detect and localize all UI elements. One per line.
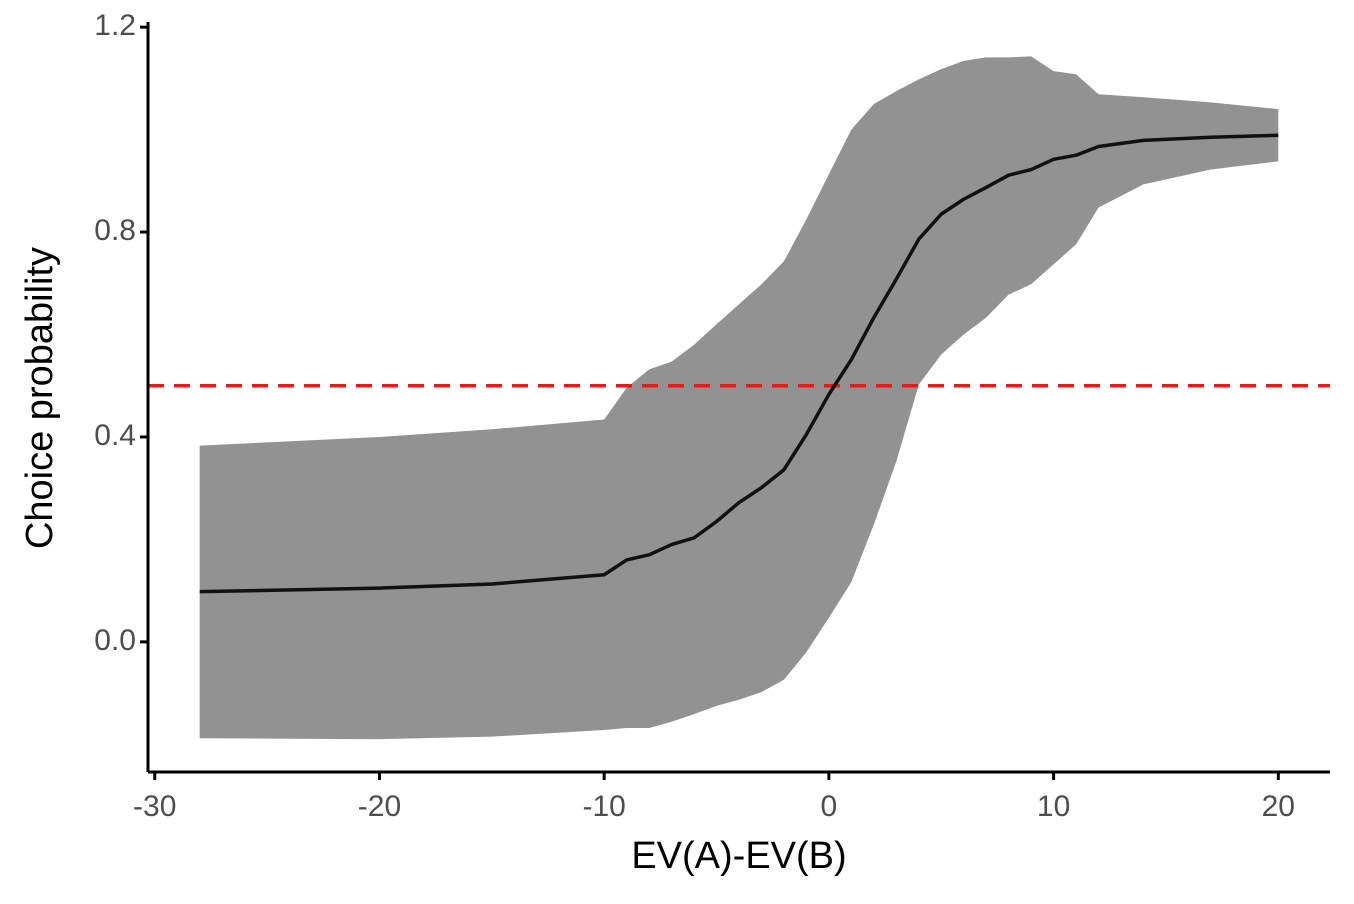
y-tick-label: 0.4 (94, 419, 136, 452)
y-tick-label: 0.0 (94, 624, 136, 657)
line (199, 133, 1279, 594)
x-tick-label: -10 (582, 790, 625, 823)
x-tick-label: -20 (358, 790, 401, 823)
y-axis-title: Choice probability (19, 247, 61, 549)
x-tick-label: -30 (133, 790, 176, 823)
x-tick-label: 0 (821, 790, 838, 823)
x-axis-title: EV(A)-EV(B) (631, 835, 846, 877)
x-tick-label: 10 (1037, 790, 1070, 823)
y-tick-label: 1.2 (94, 9, 136, 42)
confidence-band (199, 56, 1279, 740)
y-tick-label: 0.8 (94, 214, 136, 247)
x-tick-label: 20 (1262, 790, 1295, 823)
